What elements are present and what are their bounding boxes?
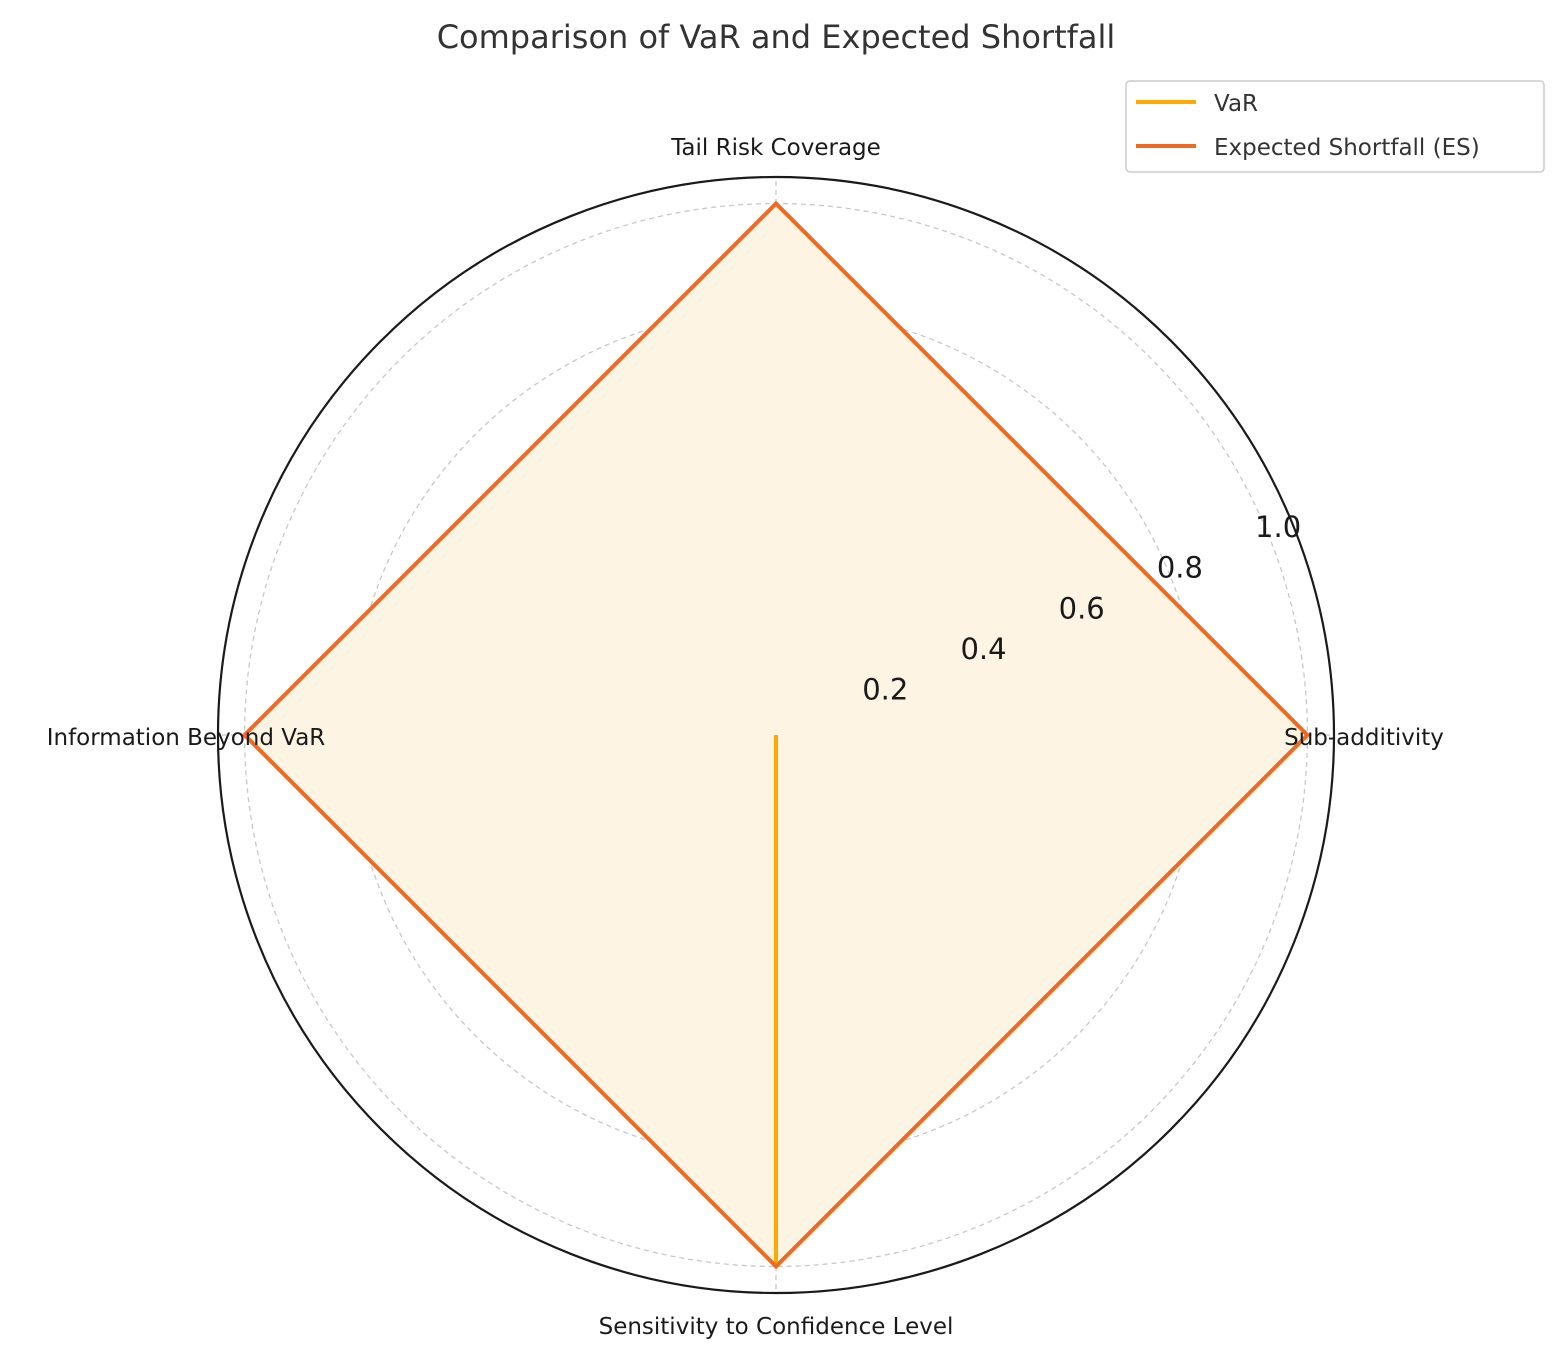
legend-label-var: VaR: [1214, 91, 1258, 117]
radial-tick-label-3: 0.8: [1157, 551, 1203, 585]
chart-title: Comparison of VaR and Expected Shortfall: [437, 18, 1116, 56]
legend-label-es: Expected Shortfall (ES): [1214, 135, 1480, 161]
radial-tick-label-4: 1.0: [1255, 510, 1301, 544]
axis-label-information-beyond-var: Information Beyond VaR: [47, 725, 326, 751]
legend: VaR Expected Shortfall (ES): [1125, 80, 1545, 173]
outer-frame: [216, 175, 1336, 1295]
radial-tick-labels: 0.2 0.4 0.6 0.8 1.0: [862, 510, 1301, 707]
radial-tick-label-2: 0.6: [1059, 591, 1105, 625]
radial-tick-label-1: 0.4: [960, 632, 1006, 666]
axis-label-sensitivity-to-confidence-level: Sensitivity to Confidence Level: [599, 1314, 954, 1340]
radial-tick-label-0: 0.2: [862, 673, 908, 707]
legend-box: [1125, 80, 1545, 173]
series-line-1: [241, 200, 1311, 1270]
axis-label-tail-risk-coverage: Tail Risk Coverage: [670, 135, 881, 161]
axis-label-sub-additivity: Sub-additivity: [1284, 725, 1444, 751]
series-line-layer: [241, 200, 1311, 1270]
